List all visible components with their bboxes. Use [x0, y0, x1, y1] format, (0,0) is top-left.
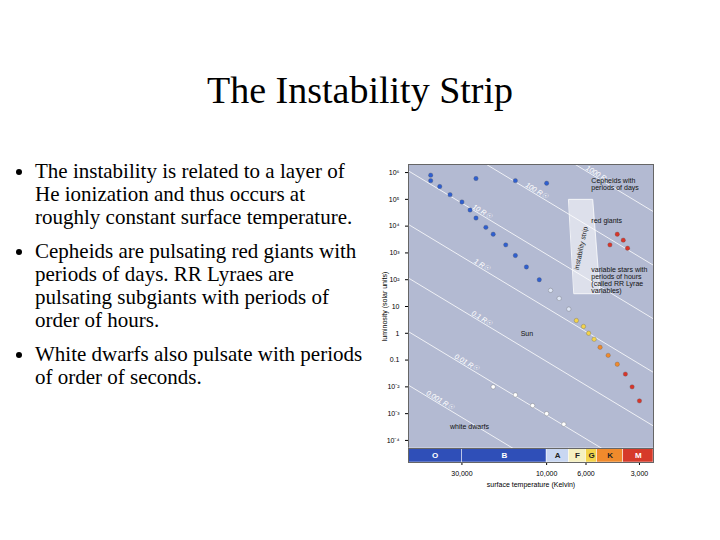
svg-text:K: K [607, 451, 613, 460]
svg-text:10³: 10³ [389, 249, 400, 256]
svg-text:10⁴: 10⁴ [389, 222, 400, 229]
html-text:Cepheids are pulsating red gia: Cepheids are pulsating red giants with p… [35, 239, 357, 332]
svg-text:variable stars withperiods of: variable stars withperiods of hours(call… [591, 266, 647, 295]
html-text:White dwarfs also pulsate with: White dwarfs also pulsate with periods o… [35, 342, 363, 389]
svg-text:Cepheids withperiods of days: Cepheids withperiods of days [591, 177, 639, 192]
svg-text:30,000: 30,000 [451, 470, 473, 477]
svg-text:G: G [588, 451, 594, 460]
svg-text:10: 10 [392, 303, 400, 310]
svg-text:red giants: red giants [591, 217, 622, 225]
svg-text:surface temperature (Kelvin): surface temperature (Kelvin) [487, 481, 575, 489]
svg-text:10,000: 10,000 [536, 470, 558, 477]
svg-text:10⁵: 10⁵ [389, 196, 400, 203]
svg-text:M: M [635, 451, 642, 460]
html-text:The Instability Strip: The Instability Strip [207, 69, 513, 111]
svg-text:10⁻³: 10⁻³ [387, 410, 400, 417]
svg-text:1000 R☉: 1000 R☉ [584, 164, 613, 185]
html-text:The instability is related to: The instability is related to a layer of… [35, 159, 353, 229]
svg-text:white dwarfs: white dwarfs [449, 423, 489, 430]
svg-text:10⁻²: 10⁻² [387, 383, 400, 390]
svg-text:10⁻⁴: 10⁻⁴ [387, 437, 400, 444]
svg-text:100 R☉: 100 R☉ [524, 181, 550, 200]
svg-text:10²: 10² [389, 276, 400, 283]
svg-text:1: 1 [396, 330, 400, 337]
svg-text:instability strip: instability strip [573, 226, 590, 271]
svg-text:0.1: 0.1 [390, 356, 400, 363]
svg-text:A: A [555, 451, 561, 460]
svg-text:B: B [501, 451, 507, 460]
svg-text:luminosity (solar units): luminosity (solar units) [381, 272, 389, 342]
svg-text:0.01 R☉: 0.01 R☉ [453, 353, 480, 373]
svg-text:10 R☉: 10 R☉ [471, 203, 493, 220]
svg-text:1 R☉: 1 R☉ [473, 257, 492, 272]
svg-text:Sun: Sun [521, 330, 534, 337]
svg-text:O: O [432, 451, 438, 460]
svg-text:3,000: 3,000 [631, 470, 649, 477]
svg-text:10⁶: 10⁶ [389, 169, 400, 176]
svg-text:F: F [575, 451, 580, 460]
svg-text:0.1 R☉: 0.1 R☉ [471, 309, 495, 327]
svg-text:6,000: 6,000 [577, 470, 595, 477]
svg-text:0.001 R☉: 0.001 R☉ [425, 389, 456, 411]
